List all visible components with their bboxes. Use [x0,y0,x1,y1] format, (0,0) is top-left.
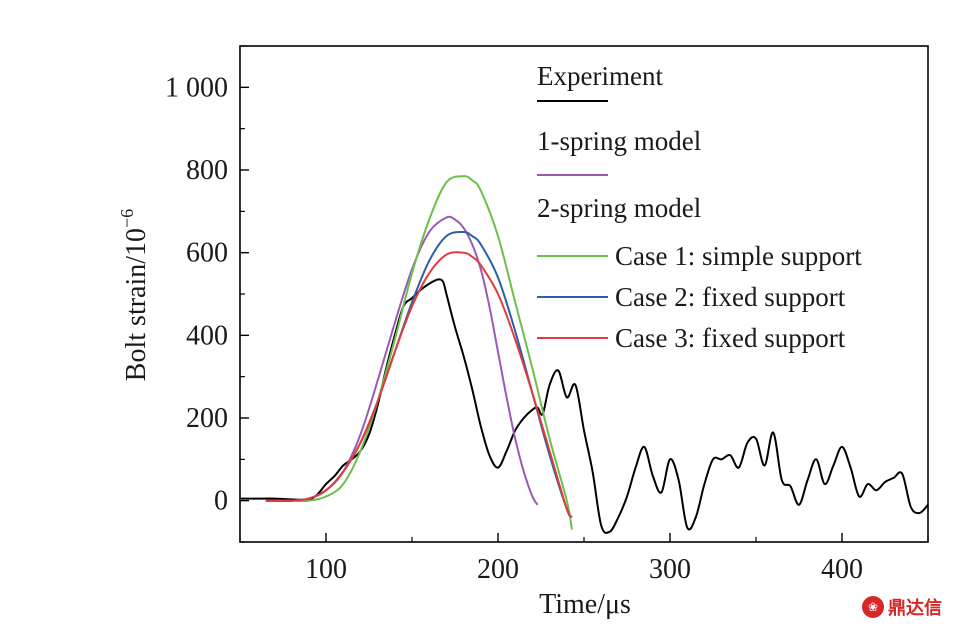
y-axis-title-main: Bolt strain/10 [121,228,152,381]
x-tick-label: 400 [821,554,863,585]
y-tick-label: 600 [186,238,228,269]
y-tick-label: 1 000 [165,72,228,103]
x-tick-label: 200 [477,554,519,585]
y-tick-label: 400 [186,320,228,351]
watermark-text: 鼎达信 [888,598,942,619]
legend-label: Case 3: fixed support [615,323,846,353]
series-line-1 [265,215,539,506]
series-line-2 [265,175,573,530]
flower-logo-icon: ❀ [862,596,884,618]
legend-header: 1-spring model [537,126,701,156]
legend-header: 2-spring model [537,193,701,223]
x-tick-label: 300 [649,554,691,585]
y-tick-label: 0 [214,486,228,517]
x-axis-title: Time/μs [539,589,631,620]
legend-label: Case 2: fixed support [615,282,846,312]
chart-legend: Experiment 1-spring model 2-spring model Ca… [537,61,862,353]
y-axis-title-exponent: −6 [117,209,137,228]
series-line-0 [240,278,929,534]
legend-label: Case 1: simple support [615,241,862,271]
watermark-logo: ❀ 鼎达信 [862,590,958,624]
y-tick-label: 800 [186,155,228,186]
series-line-4 [265,251,573,518]
y-tick-label: 200 [186,403,228,434]
y-axis-title: Bolt strain/10−6 [117,209,152,381]
legend-header: Experiment [537,61,663,91]
x-tick-label: 100 [305,554,347,585]
